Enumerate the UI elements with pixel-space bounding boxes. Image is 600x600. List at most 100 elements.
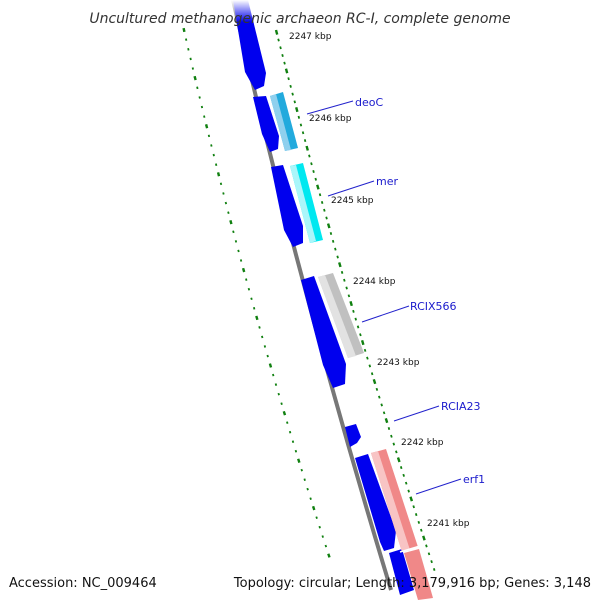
gene-label-RCIA23[interactable]: RCIA23 bbox=[441, 400, 481, 413]
ruler-tick bbox=[396, 457, 401, 463]
kbp-label: 2247 kbp bbox=[289, 32, 332, 42]
ruler-tick bbox=[327, 553, 331, 558]
ruler-tick bbox=[293, 100, 296, 104]
ruler-tick bbox=[232, 230, 235, 234]
ruler-tick bbox=[311, 505, 316, 511]
ruler-tick bbox=[272, 373, 275, 377]
ruler-tick bbox=[255, 315, 259, 321]
ruler-tick bbox=[306, 487, 309, 491]
gene-label-mer[interactable]: mer bbox=[376, 175, 398, 188]
ruler-tick bbox=[308, 154, 311, 158]
ruler-tick bbox=[305, 145, 309, 151]
ruler-tick bbox=[277, 38, 280, 42]
ruler-tick bbox=[224, 201, 228, 205]
ruler-tick bbox=[368, 364, 372, 368]
gene-RCIX566-highlight bbox=[318, 275, 356, 358]
ruler-tick bbox=[382, 411, 386, 415]
top-fade-overlay bbox=[226, 0, 266, 22]
ruler-tick bbox=[349, 300, 353, 307]
ruler-tick bbox=[239, 259, 243, 262]
ruler-tick bbox=[295, 106, 299, 113]
ruler-tick bbox=[234, 240, 238, 243]
ruler-tick bbox=[323, 208, 326, 212]
ruler-tick bbox=[380, 403, 383, 407]
gene-arrow-forward bbox=[301, 276, 346, 388]
ruler-tick bbox=[204, 124, 209, 129]
ruler-tick bbox=[187, 48, 190, 51]
ruler-tick bbox=[263, 345, 267, 348]
ruler-tick bbox=[387, 426, 391, 430]
ruler-tick bbox=[286, 421, 289, 424]
gene-arrow-forward bbox=[271, 165, 303, 247]
ruler-tick bbox=[274, 383, 278, 386]
gene-mer-highlight bbox=[290, 165, 316, 243]
forward-strand-genes bbox=[233, 0, 414, 595]
ruler-tick bbox=[354, 317, 357, 321]
ruler-tick bbox=[321, 535, 324, 538]
ruler-tick bbox=[414, 513, 418, 517]
gene-leader-lines bbox=[306, 100, 462, 495]
ruler-tick bbox=[297, 115, 301, 119]
kbp-label: 2242 kbp bbox=[401, 438, 444, 448]
ruler-tick bbox=[324, 544, 328, 548]
ruler-tick bbox=[366, 356, 369, 360]
ruler-tick bbox=[287, 77, 290, 81]
gene-arrow-forward bbox=[233, 0, 266, 90]
ruler-tick bbox=[334, 247, 337, 251]
ruler-tick bbox=[392, 442, 396, 446]
ruler-tick bbox=[247, 287, 251, 291]
scale-ruler bbox=[274, 29, 436, 571]
ruler-tick bbox=[200, 105, 204, 109]
ruler-tick bbox=[326, 223, 331, 229]
ruler-tick bbox=[291, 92, 294, 96]
ruler-tick bbox=[315, 516, 318, 519]
ruler-tick bbox=[422, 535, 426, 541]
ruler-tick bbox=[241, 267, 246, 273]
ruler-tick bbox=[359, 333, 362, 337]
gene-label-deoC[interactable]: deoC bbox=[355, 96, 383, 109]
ruler-tick bbox=[309, 497, 312, 500]
kbp-label: 2244 kbp bbox=[353, 277, 396, 287]
ruler-tick bbox=[372, 378, 377, 385]
ruler-tick bbox=[409, 496, 414, 502]
ruler-tick bbox=[404, 481, 408, 485]
gene-erf1b-body bbox=[404, 549, 433, 600]
ruler-tick bbox=[331, 239, 335, 243]
ruler-tick bbox=[245, 278, 248, 281]
ruler-tick bbox=[336, 255, 339, 259]
ruler-tick bbox=[258, 326, 261, 329]
gene-label-RCIX566[interactable]: RCIX566 bbox=[410, 300, 457, 313]
ruler-tick bbox=[277, 392, 280, 396]
ruler-tick bbox=[340, 270, 344, 274]
ruler-tick bbox=[253, 307, 256, 310]
gene-label-erf1[interactable]: erf1 bbox=[463, 473, 485, 486]
gene-labels: deoC mer RCIX566 RCIA23 erf1 bbox=[355, 96, 485, 486]
gene-deoC-highlight bbox=[270, 94, 291, 151]
ruler-tick bbox=[347, 294, 351, 298]
genome-summary-text: Topology: circular; Length: 3,179,916 bp… bbox=[233, 576, 591, 591]
ruler-tick bbox=[420, 528, 423, 532]
gene-erf1-highlight bbox=[371, 451, 410, 552]
ruler-tick bbox=[338, 262, 342, 268]
gene-arrow-forward bbox=[355, 454, 396, 551]
ruler-tick bbox=[261, 335, 264, 339]
ruler-tick bbox=[318, 193, 322, 197]
ruler-tick bbox=[274, 29, 279, 35]
ruler-tick bbox=[430, 560, 433, 564]
ruler-tick bbox=[203, 115, 206, 118]
ruler-tick bbox=[356, 325, 360, 329]
kbp-label: 2245 kbp bbox=[331, 196, 374, 206]
ruler-tick bbox=[266, 354, 269, 358]
ruler-tick bbox=[289, 84, 292, 88]
ruler-tick bbox=[384, 418, 389, 424]
ruler-tick bbox=[227, 211, 230, 214]
ruler-tick bbox=[281, 53, 284, 57]
ruler-tick bbox=[363, 348, 367, 352]
ruler-tick bbox=[196, 86, 199, 90]
ruler-tick bbox=[412, 505, 415, 509]
kbp-label: 2246 kbp bbox=[309, 114, 352, 124]
ruler-tick bbox=[378, 395, 381, 399]
ruler-tick bbox=[390, 434, 393, 438]
ruler-tick bbox=[237, 249, 240, 253]
ruler-tick bbox=[291, 440, 295, 443]
